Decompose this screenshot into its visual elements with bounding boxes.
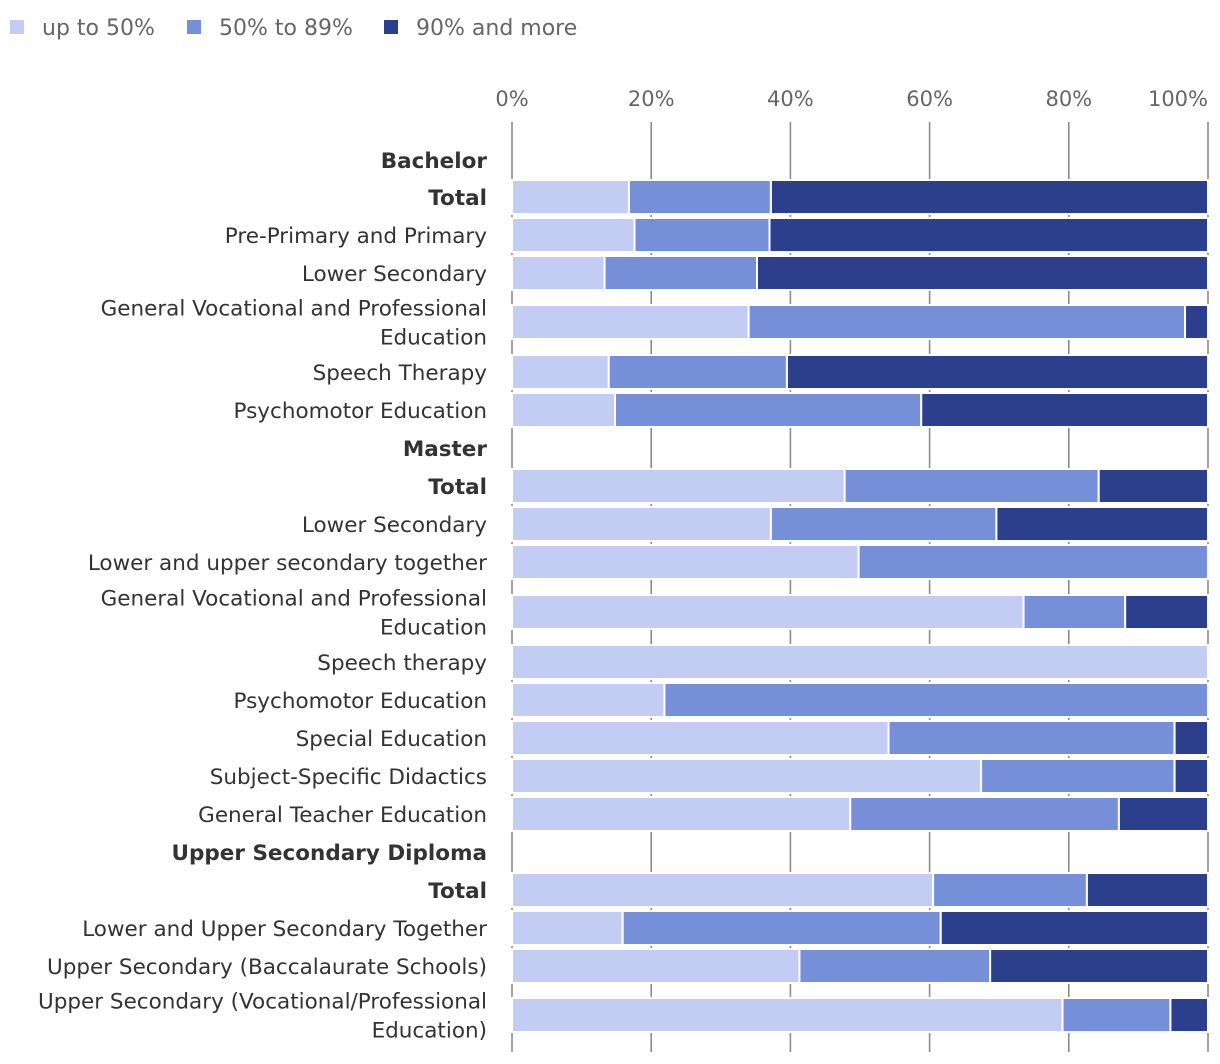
bar-segment-up-to-50- — [511, 304, 750, 340]
category-label: Pre-Primary and Primary — [225, 224, 487, 249]
legend-label-2: 90% and more — [416, 16, 577, 41]
bar-segment-50-to-89- — [603, 255, 758, 291]
bar-segment-up-to-50- — [511, 594, 1025, 630]
bar-segment-90-and-more — [1169, 997, 1210, 1033]
bar-segment-50-to-89- — [769, 506, 998, 542]
bars — [511, 179, 1210, 1033]
bar-segment-90-and-more — [1117, 796, 1209, 832]
bar-segment-90-and-more — [920, 392, 1209, 428]
bar-segment-up-to-50- — [511, 544, 860, 580]
x-tick-label-4: 80% — [1045, 87, 1092, 111]
bar-segment-90-and-more — [989, 948, 1209, 984]
bar-segment-90-and-more — [1085, 872, 1209, 908]
category-label: Psychomotor Education — [233, 689, 487, 714]
category-label: Subject-Specific Didactics — [210, 765, 487, 790]
bar-segment-up-to-50- — [511, 392, 617, 428]
bar-segment-up-to-50- — [511, 682, 666, 718]
category-label: Lower Secondary — [302, 262, 487, 287]
bar-segment-50-to-89- — [843, 468, 1100, 504]
category-label: General Vocational and Professional Educa… — [101, 587, 487, 641]
bar-segment-90-and-more — [1184, 304, 1209, 340]
bar-segment-up-to-50- — [511, 872, 935, 908]
bar-segment-50-to-89- — [857, 544, 1209, 580]
category-label: General Teacher Education — [198, 803, 487, 828]
category-label: General Vocational and Professional Educa… — [101, 297, 487, 351]
x-tick-label-1: 20% — [628, 87, 675, 111]
legend-swatch-2 — [384, 20, 398, 34]
legend-label-1: 50% to 89% — [219, 16, 353, 41]
bar-segment-90-and-more — [769, 179, 1209, 215]
bar-segment-up-to-50- — [511, 179, 630, 215]
bar-segment-50-to-89- — [621, 910, 942, 946]
bar-segment-up-to-50- — [511, 758, 983, 794]
bar-segment-up-to-50- — [511, 644, 1209, 680]
bar-segment-up-to-50- — [511, 217, 636, 253]
bar-segment-up-to-50- — [511, 354, 610, 390]
bar-segment-50-to-89- — [932, 872, 1088, 908]
bar-segment-90-and-more — [995, 506, 1210, 542]
group-header-label: Upper Secondary Diploma — [172, 841, 487, 866]
x-axis-ticks: 0% 20% 40% 60% 80% 100% — [495, 87, 1208, 111]
category-label: Total — [428, 475, 487, 500]
bar-segment-90-and-more — [1097, 468, 1210, 504]
bar-segment-up-to-50- — [511, 997, 1064, 1033]
category-label: Upper Secondary (Baccalaurate Schools) — [47, 955, 487, 980]
bar-segment-50-to-89- — [607, 354, 788, 390]
bar-segment-up-to-50- — [511, 720, 890, 756]
category-labels: Bachelor Total Pre-Primary and Primary Lowe… — [38, 149, 487, 1044]
bar-segment-50-to-89- — [614, 392, 923, 428]
bar-segment-90-and-more — [1173, 720, 1210, 756]
legend: up to 50% 50% to 89% 90% and more — [10, 16, 577, 41]
x-tick-label-5: 100% — [1148, 87, 1208, 111]
bar-segment-50-to-89- — [1022, 594, 1127, 630]
bar-segment-up-to-50- — [511, 910, 624, 946]
bar-segment-90-and-more — [939, 910, 1210, 946]
bar-segment-90-and-more — [1173, 758, 1210, 794]
bar-segment-90-and-more — [755, 255, 1209, 291]
x-tick-label-0: 0% — [495, 87, 528, 111]
category-label: Lower Secondary — [302, 513, 487, 538]
bar-segment-50-to-89- — [849, 796, 1120, 832]
category-label: Special Education — [296, 727, 487, 752]
bar-segment-up-to-50- — [511, 255, 606, 291]
bar-segment-50-to-89- — [980, 758, 1176, 794]
bar-segment-50-to-89- — [627, 179, 772, 215]
legend-label-0: up to 50% — [42, 16, 155, 41]
category-label: Total — [428, 879, 487, 904]
bar-segment-50-to-89- — [663, 682, 1209, 718]
category-label: Upper Secondary (Vocational/Professional… — [38, 990, 487, 1044]
bar-segment-up-to-50- — [511, 468, 846, 504]
group-header-label: Bachelor — [381, 149, 488, 174]
bar-segment-90-and-more — [1124, 594, 1210, 630]
category-label: Psychomotor Education — [233, 399, 487, 424]
bar-segment-up-to-50- — [511, 948, 801, 984]
legend-swatch-1 — [187, 20, 201, 34]
legend-swatch-0 — [10, 20, 24, 34]
bar-segment-50-to-89- — [887, 720, 1176, 756]
bar-segment-50-to-89- — [747, 304, 1187, 340]
bar-segment-up-to-50- — [511, 796, 852, 832]
x-tick-label-2: 40% — [767, 87, 814, 111]
bar-segment-90-and-more — [785, 354, 1209, 390]
bar-segment-50-to-89- — [798, 948, 992, 984]
bar-segment-90-and-more — [768, 217, 1210, 253]
category-label: Total — [428, 186, 487, 211]
x-tick-label-3: 60% — [906, 87, 953, 111]
group-header-label: Master — [403, 437, 488, 462]
category-label: Speech therapy — [317, 651, 487, 676]
category-label: Lower and Upper Secondary Together — [82, 917, 487, 942]
bar-segment-up-to-50- — [511, 506, 772, 542]
bar-segment-50-to-89- — [1061, 997, 1172, 1033]
bar-segment-50-to-89- — [633, 217, 771, 253]
category-label: Speech Therapy — [313, 361, 488, 386]
category-label: Lower and upper secondary together — [88, 551, 487, 576]
